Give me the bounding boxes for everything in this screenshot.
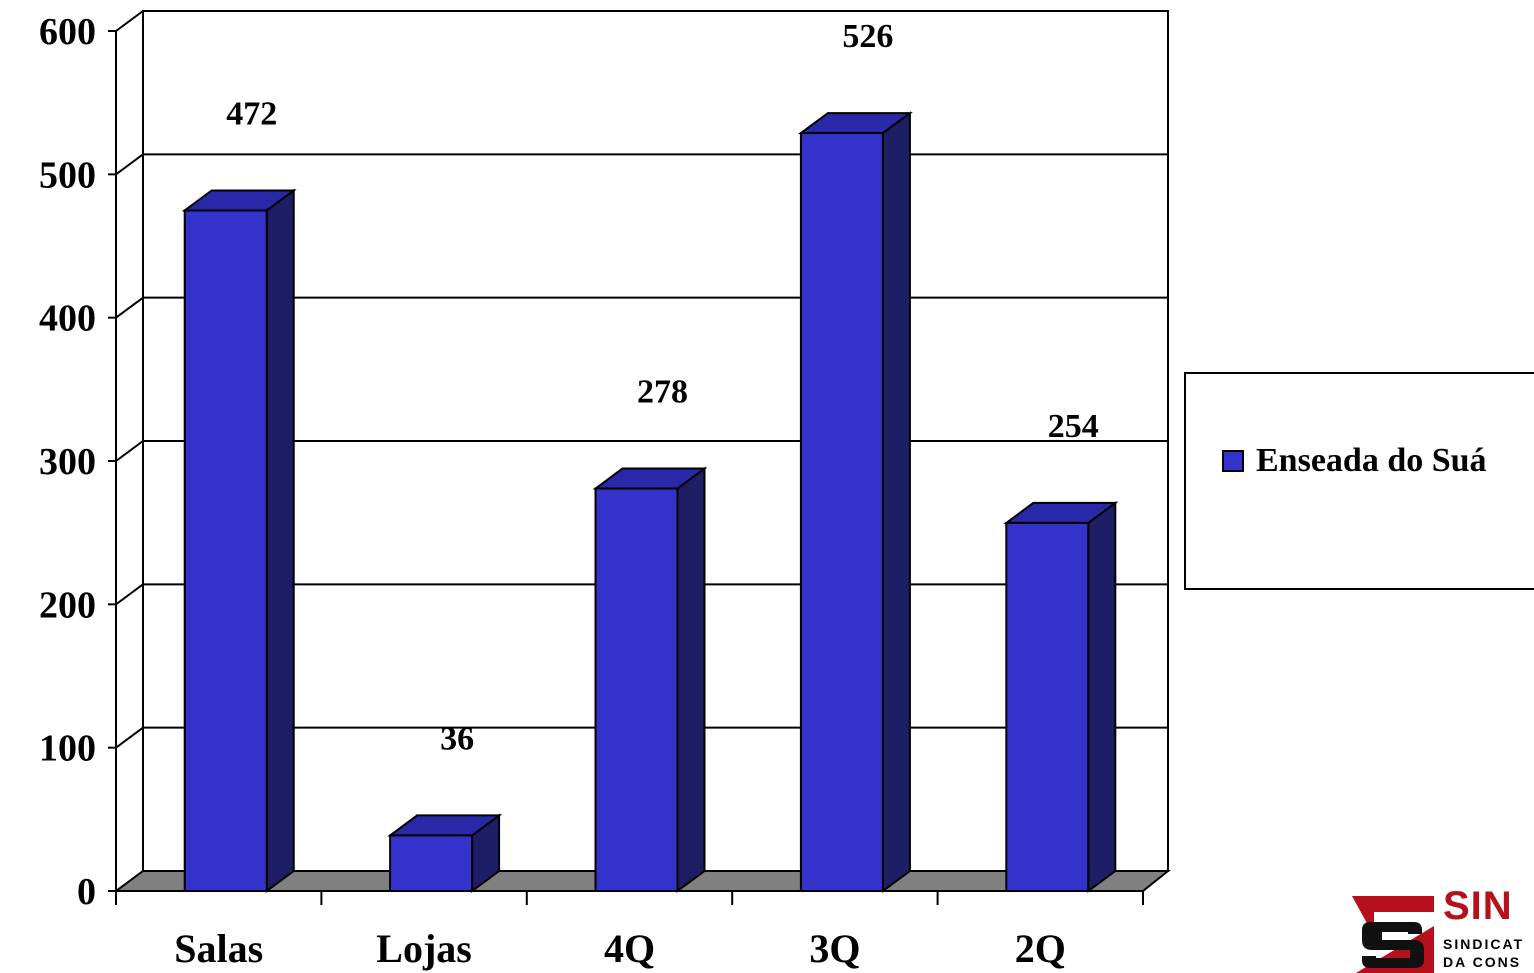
data-label: 472 <box>226 95 277 132</box>
bar-side <box>676 466 706 893</box>
bar <box>797 111 913 893</box>
gridline-side <box>115 583 144 606</box>
y-tick-label: 0 <box>77 871 96 913</box>
bar-front <box>594 487 679 892</box>
y-axis-tick-labels: 0 100 200 300 400 500 600 <box>39 11 96 913</box>
legend-swatch <box>1222 450 1244 472</box>
x-category-label: Salas <box>174 926 263 971</box>
bar <box>181 188 297 893</box>
data-labels: 472 36 278 526 254 <box>226 18 1099 757</box>
y-tick-label: 200 <box>39 584 96 626</box>
bar <box>592 466 708 893</box>
x-category-label: Lojas <box>376 926 472 971</box>
bar-front <box>389 834 474 893</box>
bar <box>1003 500 1119 893</box>
gridline-side <box>115 726 144 749</box>
gridline-side <box>115 440 144 462</box>
bar-front <box>1005 521 1090 893</box>
logo-subtitle-1: SINDICAT <box>1443 936 1525 952</box>
logo-wordmark: SIN <box>1443 890 1513 928</box>
x-category-label: 4Q <box>604 926 655 971</box>
data-label: 278 <box>637 374 688 411</box>
gridline-side <box>115 296 144 319</box>
legend: Enseada do Suá <box>1184 372 1534 590</box>
data-label: 526 <box>842 18 893 55</box>
logo-subtitle-2: DA CONS <box>1443 954 1522 970</box>
y-tick-label: 100 <box>39 728 96 770</box>
y-tick-label: 500 <box>39 154 96 196</box>
bar-side <box>265 188 295 893</box>
legend-label: Enseada do Suá <box>1256 442 1487 479</box>
bar-side <box>1087 500 1117 893</box>
bar-side <box>881 111 911 893</box>
gridline-side <box>115 10 144 32</box>
x-category-label: 3Q <box>809 926 860 971</box>
data-label: 36 <box>440 720 474 757</box>
y-tick-label: 400 <box>39 298 96 340</box>
y-tick-label: 300 <box>39 441 96 483</box>
bar <box>387 813 503 893</box>
x-category-label: 2Q <box>1015 926 1066 971</box>
bar-front <box>799 132 884 893</box>
logo-s-mark <box>1352 896 1434 973</box>
data-label: 254 <box>1048 408 1099 445</box>
logo: SIN SINDICAT DA CONS <box>1352 890 1534 973</box>
x-axis-category-labels: Salas Lojas 4Q 3Q 2Q <box>174 926 1066 971</box>
legend-item: Enseada do Suá <box>1222 442 1487 480</box>
bars <box>181 111 1119 893</box>
gridline-side <box>115 153 144 176</box>
bar-front <box>183 209 268 892</box>
y-tick-label: 600 <box>39 11 96 53</box>
